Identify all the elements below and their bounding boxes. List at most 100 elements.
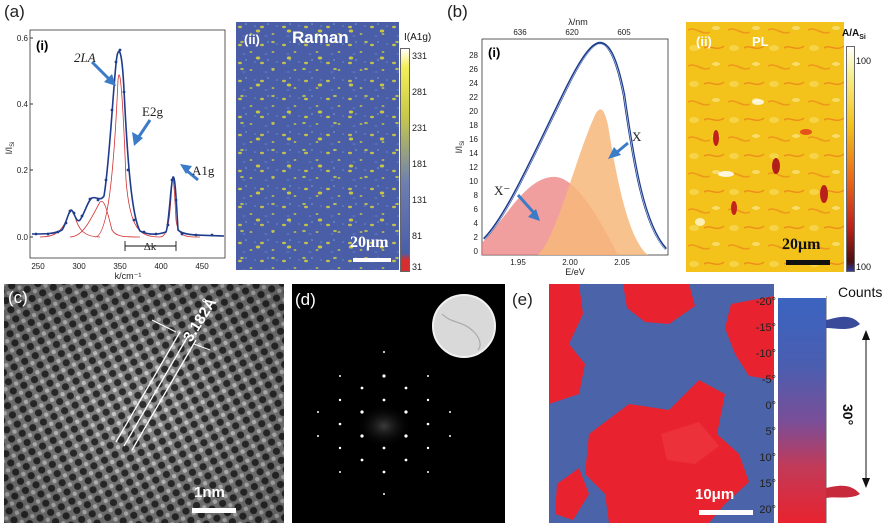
map-title: Raman [292,28,349,47]
peak-label-2la: 2LA [74,50,96,65]
pl-map: (ii) PL 20μm [686,22,844,272]
svg-text:181: 181 [412,159,427,169]
y-axis-label: I/ISi [4,142,16,155]
svg-text:28: 28 [469,51,478,60]
delta-k-label: Δk [144,241,157,253]
orientation-map: 10μm [549,284,774,523]
svg-text:31: 31 [412,262,422,272]
svg-text:2: 2 [474,233,479,242]
xtick: 400 [154,262,168,271]
svg-text:14: 14 [469,149,478,158]
colorbar-title: I(A1g) [404,32,432,43]
sublabel: (ii) [696,34,712,49]
sublabel: (i) [488,45,500,60]
svg-text:12: 12 [469,163,478,172]
panel-d-letter: (d) [295,290,316,309]
svg-text:-5°: -5° [762,374,776,386]
raman-map: (ii) Raman 20μm [236,22,399,270]
fit-component-mid [69,200,141,238]
svg-text:-15°: -15° [756,322,776,334]
svg-text:20: 20 [469,107,478,116]
scalebar-label: 10μm [695,486,735,503]
raman-colorbar-ticks: 331 281 231 181 131 81 31 [412,51,427,272]
xtick: 2.05 [614,258,630,267]
svg-text:24: 24 [469,79,478,88]
scalebar [699,510,753,515]
counts-histogram [826,296,870,523]
panel-b-letter: (b) [447,2,468,21]
svg-text:281: 281 [412,87,427,97]
svg-text:15°: 15° [759,478,776,490]
panel-e-letter: (e) [512,290,533,309]
peak-label-e2g: E2g [142,104,163,119]
colorbar-title: A/ASi [842,28,866,41]
xtick: 1.95 [510,258,526,267]
x-axis-label: k/cm⁻¹ [115,271,142,280]
fit-component-a1g [159,178,201,238]
peak-label-x: X [632,129,642,144]
svg-text:18: 18 [469,121,478,130]
xtick: 300 [72,262,86,271]
ytick: 0.4 [17,100,29,109]
svg-text:6: 6 [474,205,479,214]
ytick: 0.6 [17,34,29,43]
xtick: 250 [31,262,45,271]
pl-map-texture [686,22,844,272]
counts-label: Counts [838,284,883,300]
sublabel: (ii) [244,32,260,47]
orientation-colorbar [778,298,826,523]
panel-c-letter: (c) [8,288,28,307]
svg-text:-10°: -10° [756,348,776,360]
peak-label-a1g: A1g [192,163,215,178]
raman-map-texture [236,22,399,270]
raman-spectrum-plot: 0.0 0.2 0.4 0.6 250 300 350 400 450 k/cm… [4,29,226,280]
pl-colorbar [846,46,855,272]
scalebar [353,258,391,262]
data-points [34,48,214,237]
ytick: 0.0 [17,233,29,242]
colorbar-tick: 100 [856,56,872,66]
pl-spectrum-plot: λ/nm 636 620 605 0 2 4 6 8 10 12 14 16 1… [454,17,669,277]
angle-annotation: 30° [840,404,856,426]
x-axis-label: E/eV [565,267,585,277]
svg-text:8: 8 [474,191,479,200]
total-fit-line [31,50,225,237]
colorbar-tick: 100 [856,262,872,272]
svg-text:26: 26 [469,65,478,74]
scalebar-label: 20μm [350,234,389,251]
top-tick: 605 [617,28,631,37]
grain-map [549,284,774,523]
svg-text:16: 16 [469,135,478,144]
svg-text:10: 10 [469,177,478,186]
hrtem-image: 3.182Å 1nm [4,284,284,523]
y-axis-label: I/ISi [454,141,466,154]
panel-a-letter: (a) [4,2,25,21]
scalebar-label: 20μm [782,236,821,253]
raman-colorbar [400,48,410,272]
top-tick: 636 [513,28,527,37]
svg-text:81: 81 [412,231,422,241]
svg-text:0°: 0° [765,400,776,412]
scalebar [192,508,236,513]
xtick: 450 [195,262,209,271]
svg-text:131: 131 [412,195,427,205]
peak-label-x-minus: X⁻ [494,183,510,198]
svg-text:-20°: -20° [756,296,776,308]
top-tick: 620 [565,28,579,37]
map-title: PL [752,34,769,49]
y-ticks: 0 2 4 6 8 10 12 14 16 18 20 22 24 26 28 [469,51,478,256]
xtick: 350 [113,262,127,271]
fit-component-e2g [94,74,161,238]
svg-text:10°: 10° [759,452,776,464]
svg-text:4: 4 [474,219,479,228]
angle-ticks: -20° -15° -10° -5° 0° 5° 10° 15° 20° [756,296,776,516]
svg-text:22: 22 [469,93,478,102]
svg-text:20°: 20° [759,504,776,516]
svg-text:231: 231 [412,123,427,133]
ytick: 0.2 [17,166,29,175]
component-x [538,109,648,255]
xtick: 2.00 [562,258,578,267]
scalebar [786,260,830,265]
svg-text:5°: 5° [765,426,776,438]
plot-frame [29,29,226,259]
